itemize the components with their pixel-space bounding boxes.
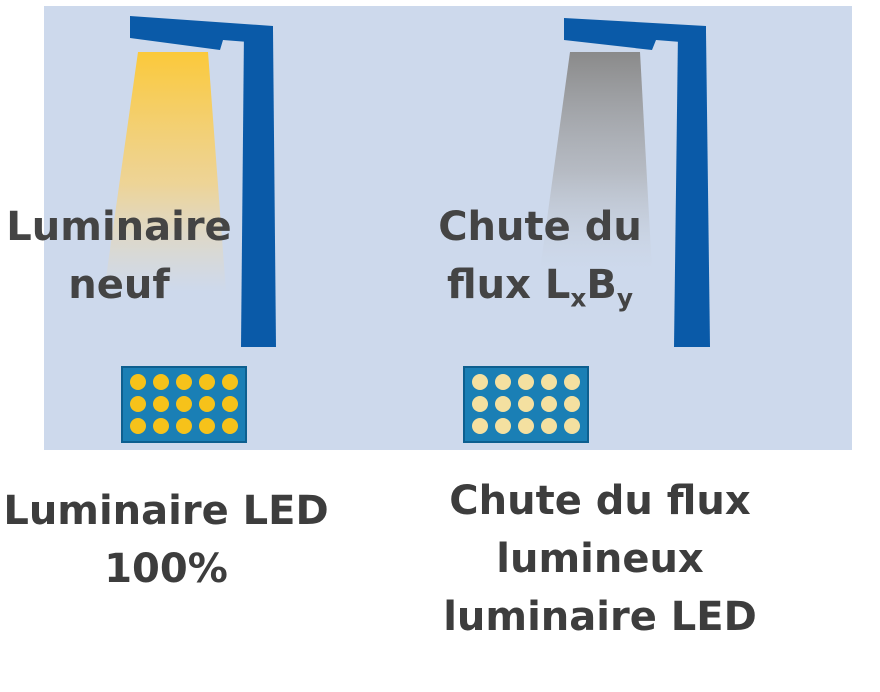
led-dot [518,396,534,412]
led-dot [176,418,192,434]
led-dot [564,418,580,434]
led-dot [222,418,238,434]
street-lamp-new-icon [104,16,276,347]
light-beam-new [104,52,226,292]
led-dot [541,374,557,390]
led-dot [495,396,511,412]
led-dot [518,418,534,434]
led-dot [153,396,169,412]
caption-line: lumineux [496,536,704,582]
led-dot [472,374,488,390]
led-dot [518,374,534,390]
led-dot [153,418,169,434]
formula-text: flux L [446,262,571,308]
label-line: neuf [68,262,170,308]
led-dot [541,396,557,412]
led-dot [495,374,511,390]
led-module-bright-icon [121,366,247,443]
led-dot [564,396,580,412]
street-lamp-degraded-icon [540,18,710,347]
led-dot [199,418,215,434]
lamp-arm [564,18,706,50]
lamp-pole [674,32,710,347]
formula-text: B [586,262,617,308]
led-dot [222,396,238,412]
caption-line: Luminaire LED [3,488,329,534]
led-dot [541,418,557,434]
led-dot [130,396,146,412]
led-dot [176,374,192,390]
formula-subscript-x: x [570,283,587,313]
caption-line: luminaire LED [443,594,757,640]
label-line: Chute du [438,204,642,250]
led-module-dim-icon [463,366,589,443]
led-dot [153,374,169,390]
lamp-arm [130,16,273,50]
led-dot [199,374,215,390]
led-dot [199,396,215,412]
caption-line: 100% [104,546,228,592]
led-dot [176,396,192,412]
led-luminaire-caption: Luminaire LED 100% [0,482,332,598]
label-line: Luminaire [6,204,232,250]
led-dot [564,374,580,390]
caption-line: Chute du flux [449,478,751,524]
new-luminaire-label: Luminaire neuf [6,198,232,314]
lamp-pole [241,30,276,347]
led-dot [130,374,146,390]
formula-subscript-y: y [616,283,633,313]
led-dot [472,418,488,434]
led-dot [495,418,511,434]
led-dot [472,396,488,412]
flux-drop-label: Chute du flux LxBy [432,198,648,314]
led-dot [222,374,238,390]
led-dot [130,418,146,434]
lxby-formula: flux LxBy [432,256,648,314]
flux-drop-caption: Chute du flux lumineux luminaire LED [422,472,778,646]
light-beam-degraded [540,52,652,270]
